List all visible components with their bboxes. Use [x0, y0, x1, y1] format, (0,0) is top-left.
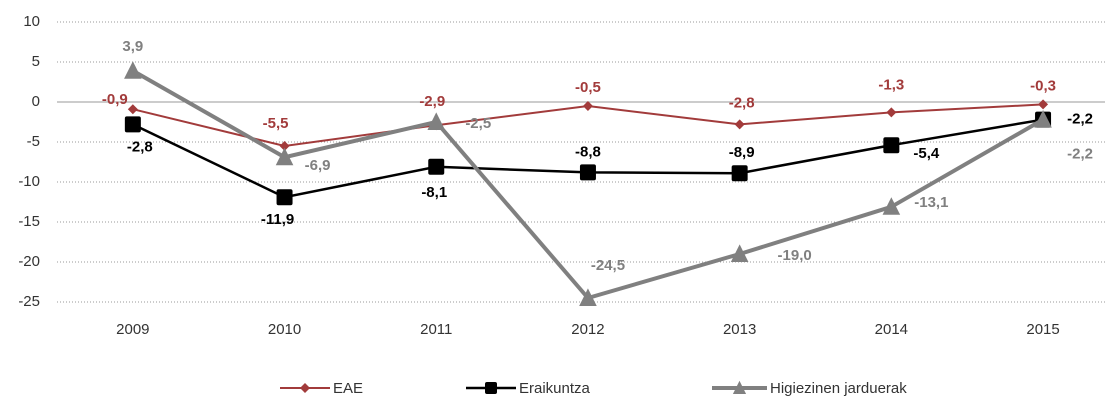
data-label: -11,9	[261, 211, 294, 228]
y-tick-label: -15	[18, 213, 40, 230]
marker	[579, 164, 596, 181]
y-tick-label: -5	[27, 133, 40, 150]
marker	[731, 165, 748, 182]
x-tick-label: 2012	[571, 321, 604, 338]
marker	[485, 382, 497, 394]
data-label: -5,5	[263, 115, 289, 132]
marker	[428, 158, 445, 175]
x-tick-label: 2011	[420, 321, 452, 338]
marker	[1038, 99, 1049, 110]
data-label: 3,9	[122, 38, 143, 55]
marker	[732, 380, 747, 394]
marker	[882, 197, 901, 215]
marker	[579, 288, 597, 306]
legend-label: Eraikuntza	[519, 380, 591, 397]
marker	[883, 137, 900, 154]
marker	[730, 244, 749, 262]
y-tick-label: -20	[18, 253, 40, 270]
marker	[124, 116, 141, 133]
marker	[734, 119, 745, 130]
x-tick-label: 2013	[723, 321, 756, 338]
y-tick-label: 10	[23, 13, 40, 30]
marker	[124, 61, 142, 79]
y-tick-label: -10	[18, 173, 40, 190]
marker	[279, 141, 290, 151]
data-label: -2,2	[1067, 146, 1093, 163]
data-label: -5,4	[913, 145, 940, 162]
data-label: -1,3	[878, 76, 904, 93]
data-label: -24,5	[591, 257, 625, 274]
marker	[582, 101, 593, 111]
data-label: -2,8	[729, 94, 755, 111]
data-label: -0,9	[102, 91, 128, 108]
x-tick-label: 2010	[268, 321, 301, 338]
y-tick-label: -25	[18, 293, 40, 310]
data-label: -13,1	[914, 194, 948, 211]
data-label: -8,9	[729, 144, 755, 161]
data-label: -19,0	[778, 247, 812, 264]
data-label: -8,1	[421, 184, 447, 201]
data-label: -0,3	[1030, 77, 1056, 94]
data-label: -8,8	[575, 143, 601, 160]
marker	[300, 383, 310, 393]
x-tick-label: 2009	[116, 321, 149, 338]
data-label: -2,8	[127, 138, 153, 155]
marker	[427, 112, 446, 130]
legend-label: EAE	[333, 380, 363, 397]
marker	[886, 107, 897, 118]
data-label: -6,9	[305, 157, 331, 174]
marker	[1034, 110, 1052, 128]
marker	[127, 104, 138, 115]
marker	[275, 147, 294, 166]
y-tick-label: 5	[32, 53, 40, 70]
marker	[276, 189, 293, 206]
x-tick-label: 2014	[875, 321, 908, 338]
data-label: -0,5	[575, 79, 601, 96]
legend-label: Higiezinen jarduerak	[770, 380, 907, 397]
x-tick-label: 2015	[1026, 321, 1059, 338]
data-label: -2,2	[1067, 111, 1093, 128]
data-label: -2,5	[465, 115, 491, 132]
y-tick-label: 0	[32, 93, 40, 110]
data-label: -2,9	[419, 93, 445, 110]
